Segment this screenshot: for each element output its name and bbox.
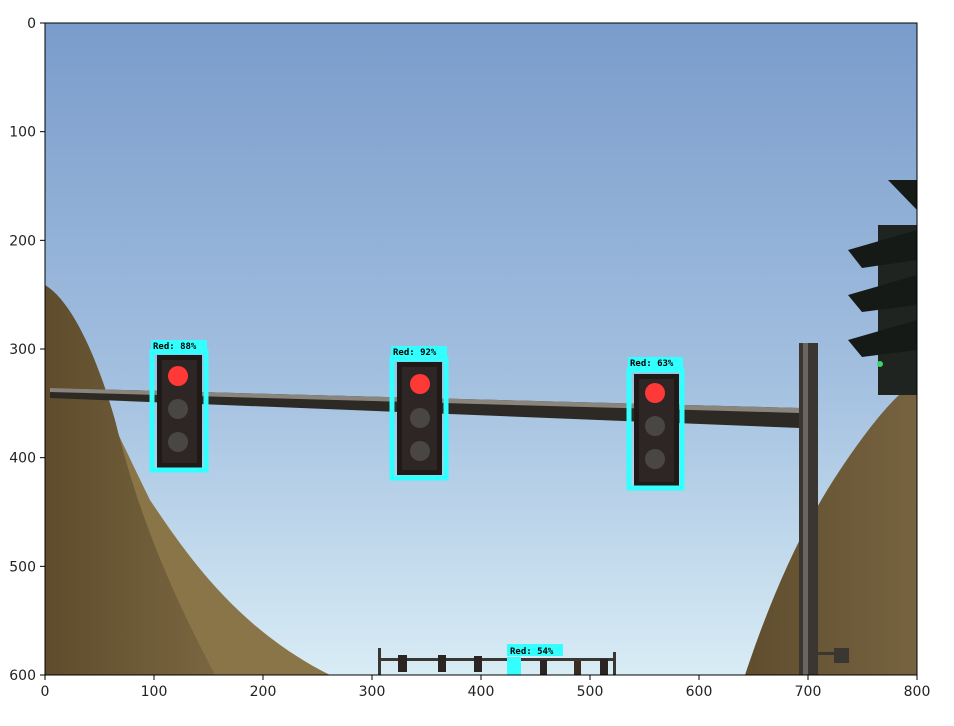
- x-tick-label: 0: [41, 684, 50, 700]
- side-traffic-light: [848, 180, 917, 395]
- detection-box-3: Red: 63%: [626, 357, 685, 491]
- detection-box-4: Red: 54%: [507, 644, 563, 675]
- x-axis: 0 100 200 300 400 500 600 700 800: [41, 675, 931, 700]
- detection-label-1: Red: 88%: [153, 342, 197, 352]
- scene-image: Red: 88% Red: 92% Red: 63% Red: 54%: [45, 23, 917, 675]
- x-tick-label: 100: [141, 684, 168, 700]
- detection-label-4: Red: 54%: [510, 647, 554, 657]
- y-tick-label: 0: [27, 16, 36, 32]
- y-tick-label: 200: [9, 233, 36, 249]
- signal-pole: [799, 343, 818, 675]
- y-axis: 0 100 200 300 400 500 600: [9, 16, 45, 684]
- traffic-light-3: [634, 374, 679, 487]
- traffic-light-1: [157, 355, 202, 468]
- detection-box-2: Red: 92%: [389, 346, 449, 481]
- distant-signals: [378, 648, 849, 675]
- x-tick-label: 600: [686, 684, 713, 700]
- y-tick-label: 500: [9, 559, 36, 575]
- signal-pole-highlight: [803, 343, 808, 675]
- y-tick-label: 400: [9, 451, 36, 467]
- detection-label-3: Red: 63%: [630, 359, 674, 369]
- x-tick-label: 800: [904, 684, 931, 700]
- y-tick-label: 100: [9, 125, 36, 141]
- y-tick-label: 600: [9, 668, 36, 684]
- right-hill: [745, 380, 917, 675]
- x-tick-label: 200: [250, 684, 277, 700]
- y-tick-label: 300: [9, 342, 36, 358]
- detection-box-1: Red: 88%: [149, 340, 209, 473]
- detection-label-2: Red: 92%: [393, 348, 437, 358]
- x-tick-label: 400: [468, 684, 495, 700]
- x-tick-label: 300: [359, 684, 386, 700]
- x-tick-label: 500: [577, 684, 604, 700]
- x-tick-label: 700: [795, 684, 822, 700]
- traffic-light-2: [397, 362, 442, 475]
- left-hill-near: [45, 285, 215, 675]
